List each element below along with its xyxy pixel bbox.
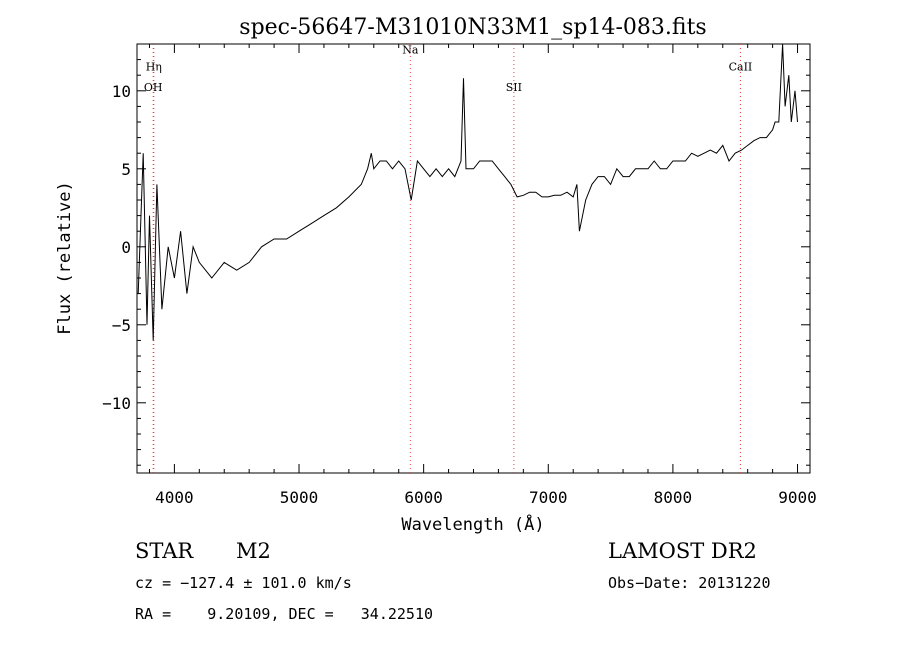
- coordinates-readout: RA = 9.20109, DEC = 34.22510: [135, 605, 434, 623]
- y-tick-label: 0: [121, 238, 131, 257]
- y-tick-label: −5: [112, 316, 131, 335]
- data-layer: [137, 43, 798, 341]
- chart-title: spec-56647-M31010N33M1_sp14-083.fits: [239, 15, 706, 40]
- x-axis-label: Wavelength (Å): [401, 513, 544, 535]
- plot-border: [136, 43, 811, 474]
- marker-label-na: Na: [402, 43, 419, 56]
- axis-tick-labels: Hη OH Na SII CaII 4000 5000 6000 7000 8000 9000 10 5…: [102, 43, 817, 507]
- marker-label-sii: SII: [506, 81, 522, 94]
- observation-date: Obs−Date: 20131220: [608, 574, 771, 592]
- marker-label-oh: OH: [144, 81, 163, 94]
- object-type: STAR: [135, 539, 194, 563]
- plot-frame: [136, 43, 811, 474]
- y-tick-label: −10: [102, 394, 131, 413]
- y-tick-label: 5: [121, 160, 131, 179]
- x-tick-label: 6000: [404, 488, 443, 507]
- spectral-subclass: M2: [236, 539, 271, 563]
- velocity-readout: cz = −127.4 ± 101.0 km/s: [135, 574, 352, 592]
- marker-label-hη: Hη: [146, 61, 162, 74]
- marker-label-caii: CaII: [729, 61, 753, 74]
- x-tick-label: 8000: [654, 488, 693, 507]
- spectral-line-markers: [152, 44, 741, 473]
- spectrum-line: [137, 43, 798, 341]
- axis-ticks: [137, 43, 810, 473]
- x-tick-label: 9000: [778, 488, 817, 507]
- survey-name: LAMOST DR2: [608, 539, 757, 563]
- x-tick-label: 5000: [280, 488, 319, 507]
- x-tick-label: 7000: [529, 488, 568, 507]
- y-tick-label: 10: [112, 82, 131, 101]
- x-tick-label: 4000: [155, 488, 194, 507]
- y-axis-label: Flux (relative): [55, 181, 75, 335]
